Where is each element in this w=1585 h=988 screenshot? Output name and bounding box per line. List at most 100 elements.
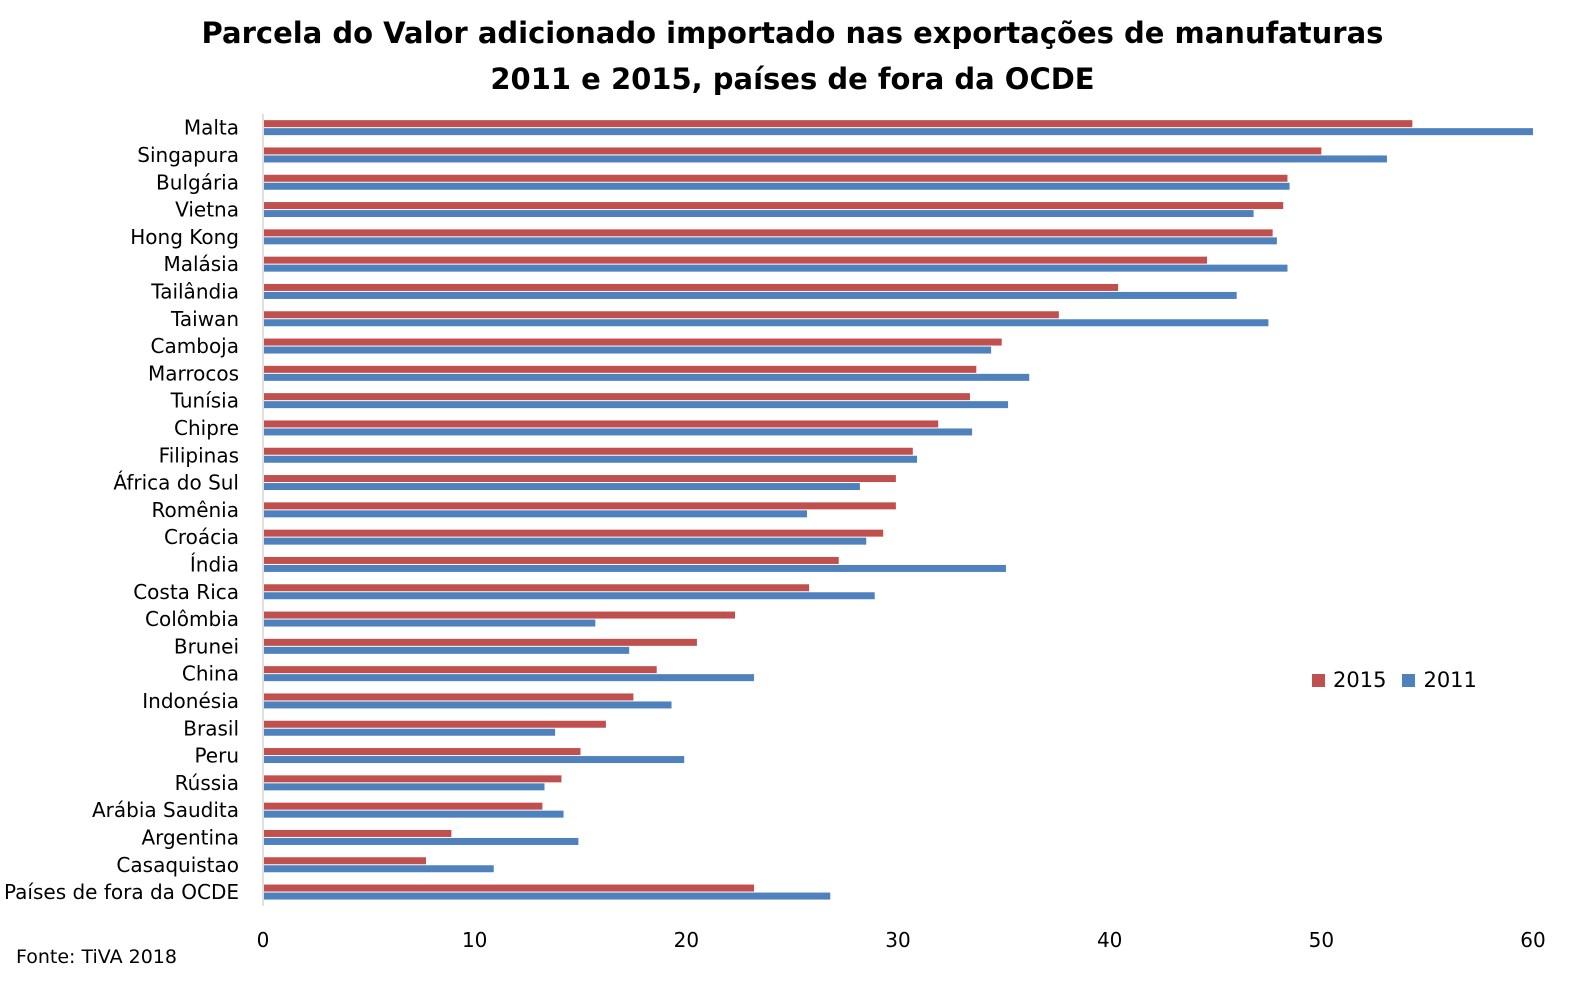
category-label: Costa Rica [133, 580, 239, 604]
category-label: Croácia [164, 525, 239, 549]
bar-2011 [264, 428, 973, 436]
bar-2015 [264, 775, 562, 783]
bar-2015 [264, 502, 896, 510]
bar-2011 [264, 210, 1254, 218]
bar-2011 [264, 237, 1277, 245]
chart-subtitle: 2011 e 2015, países de fora da OCDE [490, 62, 1095, 96]
bar-2015 [264, 802, 543, 810]
category-label: Filipinas [159, 443, 239, 467]
legend: 2015 2011 [1312, 668, 1477, 692]
category-label: Marrocos [148, 361, 239, 385]
bar-2015 [264, 420, 939, 428]
bar-2011 [264, 728, 556, 736]
bar-2015 [264, 529, 884, 537]
category-label: Arábia Saudita [92, 798, 239, 822]
bar-2015 [264, 748, 581, 756]
bar-2015 [264, 202, 1284, 210]
legend-swatch-2015 [1312, 673, 1325, 687]
category-label: Argentina [141, 825, 239, 849]
bar-2015 [264, 365, 977, 373]
bar-2015 [264, 283, 1119, 291]
category-label: Bulgária [156, 170, 239, 194]
bar-2015 [264, 584, 810, 592]
category-label: Camboja [151, 334, 239, 358]
x-tick-label: 20 [674, 928, 699, 952]
category-label: Colômbia [145, 607, 239, 631]
bar-2015 [264, 720, 606, 728]
bar-2011 [264, 346, 992, 354]
bar-2011 [264, 865, 494, 873]
chart-title-line1: Parcela do Valor adicionado importado na… [201, 16, 1384, 50]
category-label: Peru [194, 744, 239, 768]
x-tick-label: 50 [1309, 928, 1334, 952]
category-label: Casaquistao [116, 853, 239, 877]
bar-2015 [264, 311, 1059, 319]
bar-2011 [264, 783, 545, 791]
bar-2011 [264, 373, 1030, 381]
bar-2015 [264, 338, 1002, 346]
bar-2011 [264, 537, 867, 545]
category-label: Malta [184, 116, 239, 140]
bar-2015 [264, 174, 1288, 182]
bar-2011 [264, 264, 1288, 272]
bar-2011 [264, 646, 630, 654]
bar-2011 [264, 182, 1290, 190]
bar-2015 [264, 475, 896, 483]
bar-2011 [264, 483, 860, 491]
legend-label-2011: 2011 [1423, 668, 1477, 692]
bar-2011 [264, 401, 1009, 409]
bar-2011 [264, 701, 672, 709]
x-tick-label: 0 [257, 928, 270, 952]
bar-2011 [264, 674, 755, 682]
category-label: Rússia [175, 771, 239, 795]
bar-2011 [264, 619, 596, 627]
bar-2015 [264, 556, 839, 564]
bar-2011 [264, 810, 564, 818]
bar-2011 [264, 455, 918, 463]
bar-2015 [264, 666, 657, 674]
category-label: Tunísia [170, 389, 239, 413]
bar-2011 [264, 291, 1237, 299]
bar-2015 [264, 693, 634, 701]
category-label: Indonésia [142, 689, 239, 713]
source-note: Fonte: TiVA 2018 [16, 946, 177, 968]
bar-2011 [264, 319, 1269, 327]
legend-item-2015: 2015 [1312, 668, 1386, 692]
bar-2015 [264, 857, 426, 865]
bar-2011 [264, 837, 579, 845]
bar-2015 [264, 393, 970, 401]
bar-2015 [264, 611, 736, 619]
category-label: Taiwan [170, 307, 239, 331]
bar-2015 [264, 638, 697, 646]
x-tick-label: 30 [885, 928, 910, 952]
category-label: Singapura [137, 143, 239, 167]
bar-2015 [264, 147, 1322, 155]
category-label: Chipre [174, 416, 239, 440]
bar-2011 [264, 510, 807, 518]
category-label: Brunei [174, 634, 239, 658]
bar-2015 [264, 884, 755, 892]
category-label: Brasil [183, 716, 239, 740]
bar-2011 [264, 756, 685, 764]
category-label: Hong Kong [130, 225, 239, 249]
category-label: China [182, 662, 239, 686]
bar-2015 [264, 829, 452, 837]
x-tick-label: 40 [1097, 928, 1122, 952]
bar-2011 [264, 128, 1533, 136]
bar-2011 [264, 155, 1387, 163]
x-tick-label: 10 [462, 928, 487, 952]
legend-item-2011: 2011 [1402, 668, 1477, 692]
bar-2011 [264, 892, 831, 900]
bar-2015 [264, 447, 913, 455]
bar-2015 [264, 229, 1273, 237]
bar-2015 [264, 256, 1208, 264]
legend-swatch-2011 [1402, 673, 1416, 687]
category-label: África do Sul [113, 471, 239, 495]
category-label: Malásia [163, 252, 239, 276]
category-label: Vietna [175, 198, 239, 222]
chart-title: Parcela do Valor adicionado importado na… [0, 10, 1585, 102]
category-label: Índia [190, 552, 239, 576]
bar-2011 [264, 592, 875, 600]
category-label: Romênia [151, 498, 239, 522]
